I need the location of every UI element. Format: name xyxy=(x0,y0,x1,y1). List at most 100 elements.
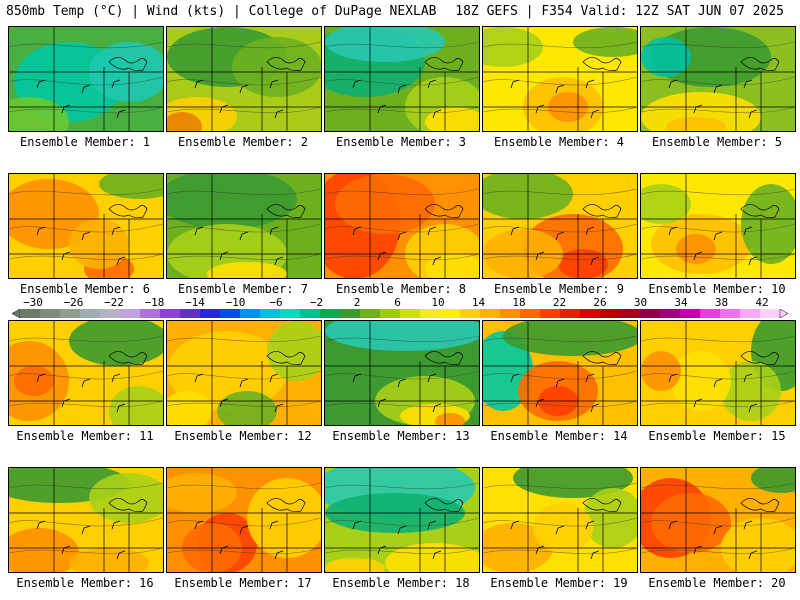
colorbar-segment xyxy=(440,309,461,318)
temperature-field-map xyxy=(9,321,163,425)
colorbar-tick-label: 30 xyxy=(633,296,648,309)
colorbar-segment xyxy=(300,309,321,318)
colorbar-segment xyxy=(200,309,221,318)
colorbar-segment xyxy=(580,309,601,318)
ensemble-member-caption: Ensemble Member: 8 xyxy=(335,282,467,296)
ensemble-map-panel xyxy=(8,320,164,426)
colorbar-segment xyxy=(80,309,101,318)
ensemble-member-caption: Ensemble Member: 12 xyxy=(174,429,312,443)
colorbar-segment xyxy=(400,309,421,318)
temperature-field-map xyxy=(167,321,321,425)
ensemble-map-panel xyxy=(482,26,638,132)
temperature-field-map xyxy=(483,321,637,425)
ensemble-map-panel xyxy=(8,173,164,279)
ensemble-member-caption: Ensemble Member: 13 xyxy=(332,429,470,443)
colorbar-segment xyxy=(240,309,261,318)
ensemble-member-caption: Ensemble Member: 16 xyxy=(16,576,154,590)
colorbar-segment xyxy=(260,309,281,318)
ensemble-map-panel xyxy=(640,467,796,573)
ensemble-map-panel xyxy=(324,173,480,279)
ensemble-member-caption: Ensemble Member: 11 xyxy=(16,429,154,443)
colorbar-segment xyxy=(620,309,641,318)
temperature-field-map xyxy=(325,321,479,425)
ensemble-map-panel xyxy=(166,173,322,279)
colorbar-tick-label: −10 xyxy=(225,296,246,309)
ensemble-map-panel xyxy=(482,467,638,573)
colorbar-segment xyxy=(360,309,381,318)
colorbar-segment xyxy=(160,309,181,318)
ensemble-member-caption: Ensemble Member: 19 xyxy=(490,576,628,590)
colorbar-tick-label: 26 xyxy=(593,296,607,309)
colorbar-segment xyxy=(600,309,621,318)
ensemble-member-caption: Ensemble Member: 3 xyxy=(335,135,467,149)
ensemble-member-caption: Ensemble Member: 4 xyxy=(493,135,625,149)
ensemble-member-caption: Ensemble Member: 7 xyxy=(177,282,309,296)
ensemble-map-panel xyxy=(640,26,796,132)
colorbar-tick-label: 38 xyxy=(714,296,729,309)
ensemble-map-panel xyxy=(8,26,164,132)
colorbar-segment xyxy=(480,309,501,318)
model-valid-time: 18Z GEFS | F354 Valid: 12Z SAT JUN 07 20… xyxy=(455,4,784,19)
colorbar-segment xyxy=(220,309,241,318)
colorbar-segment xyxy=(560,309,581,318)
ensemble-map-panel xyxy=(166,467,322,573)
colorbar-segment xyxy=(140,309,161,318)
ensemble-member-caption: Ensemble Member: 15 xyxy=(648,429,786,443)
ensemble-member-caption: Ensemble Member: 2 xyxy=(177,135,309,149)
colorbar-segment xyxy=(180,309,201,318)
colorbar-segment xyxy=(320,309,341,318)
colorbar-segment xyxy=(500,309,521,318)
ensemble-member-caption: Ensemble Member: 14 xyxy=(490,429,628,443)
temperature-field-map xyxy=(641,321,795,425)
colorbar-tick-label: 2 xyxy=(353,296,361,309)
temperature-field-map xyxy=(483,174,637,278)
colorbar-labels: −30 −26 −22 −18 −14 −10 −6 −2 2 6 10 14 18 22 26 30 34 38… xyxy=(0,297,800,309)
colorbar-tick-label: −2 xyxy=(309,296,324,309)
temperature-field-map xyxy=(483,468,637,572)
temperature-colorbar xyxy=(12,309,788,318)
temperature-field-map xyxy=(325,174,479,278)
ensemble-map-panel xyxy=(640,320,796,426)
colorbar-segment xyxy=(720,309,741,318)
colorbar-tick-label: −22 xyxy=(104,296,124,309)
colorbar-tick-label: 34 xyxy=(674,296,688,309)
colorbar-tick-label: 14 xyxy=(471,296,486,309)
colorbar-tick-label: 10 xyxy=(431,296,445,309)
colorbar-tick-label: −18 xyxy=(144,296,165,309)
ensemble-map-panel xyxy=(640,173,796,279)
colorbar-tick-label: −30 xyxy=(23,296,43,309)
colorbar-segment xyxy=(340,309,361,318)
colorbar-segment xyxy=(760,309,781,318)
colorbar-tick-label: −6 xyxy=(269,296,283,309)
ensemble-member-caption: Ensemble Member: 1 xyxy=(19,135,151,149)
ensemble-member-caption: Ensemble Member: 20 xyxy=(648,576,786,590)
colorbar-segment xyxy=(20,309,41,318)
colorbar-tick-label: 18 xyxy=(512,296,526,309)
colorbar-segment xyxy=(280,309,301,318)
colorbar-segment xyxy=(740,309,761,318)
colorbar-tick-label: −26 xyxy=(63,296,84,309)
map-title: 850mb Temp (°C) | Wind (kts) | College o… xyxy=(6,4,437,19)
ensemble-map-panel xyxy=(166,320,322,426)
colorbar-segment xyxy=(700,309,721,318)
colorbar-tick-label: 42 xyxy=(755,296,769,309)
colorbar-low-arrow xyxy=(12,309,21,318)
temperature-field-map xyxy=(167,174,321,278)
colorbar-segment xyxy=(640,309,661,318)
ensemble-map-panel xyxy=(482,173,638,279)
colorbar-segment xyxy=(40,309,61,318)
colorbar-high-arrow xyxy=(779,309,788,318)
ensemble-member-caption: Ensemble Member: 9 xyxy=(493,282,625,296)
colorbar-tick-label: 22 xyxy=(552,296,567,309)
temperature-field-map xyxy=(325,27,479,131)
colorbar-segment xyxy=(420,309,441,318)
ensemble-map-panel xyxy=(324,26,480,132)
colorbar-segment xyxy=(520,309,541,318)
colorbar-segment xyxy=(660,309,681,318)
temperature-field-map xyxy=(167,27,321,131)
temperature-field-map xyxy=(9,174,163,278)
temperature-field-map xyxy=(483,27,637,131)
temperature-field-map xyxy=(641,468,795,572)
ensemble-map-panel xyxy=(8,467,164,573)
colorbar-segment xyxy=(120,309,141,318)
